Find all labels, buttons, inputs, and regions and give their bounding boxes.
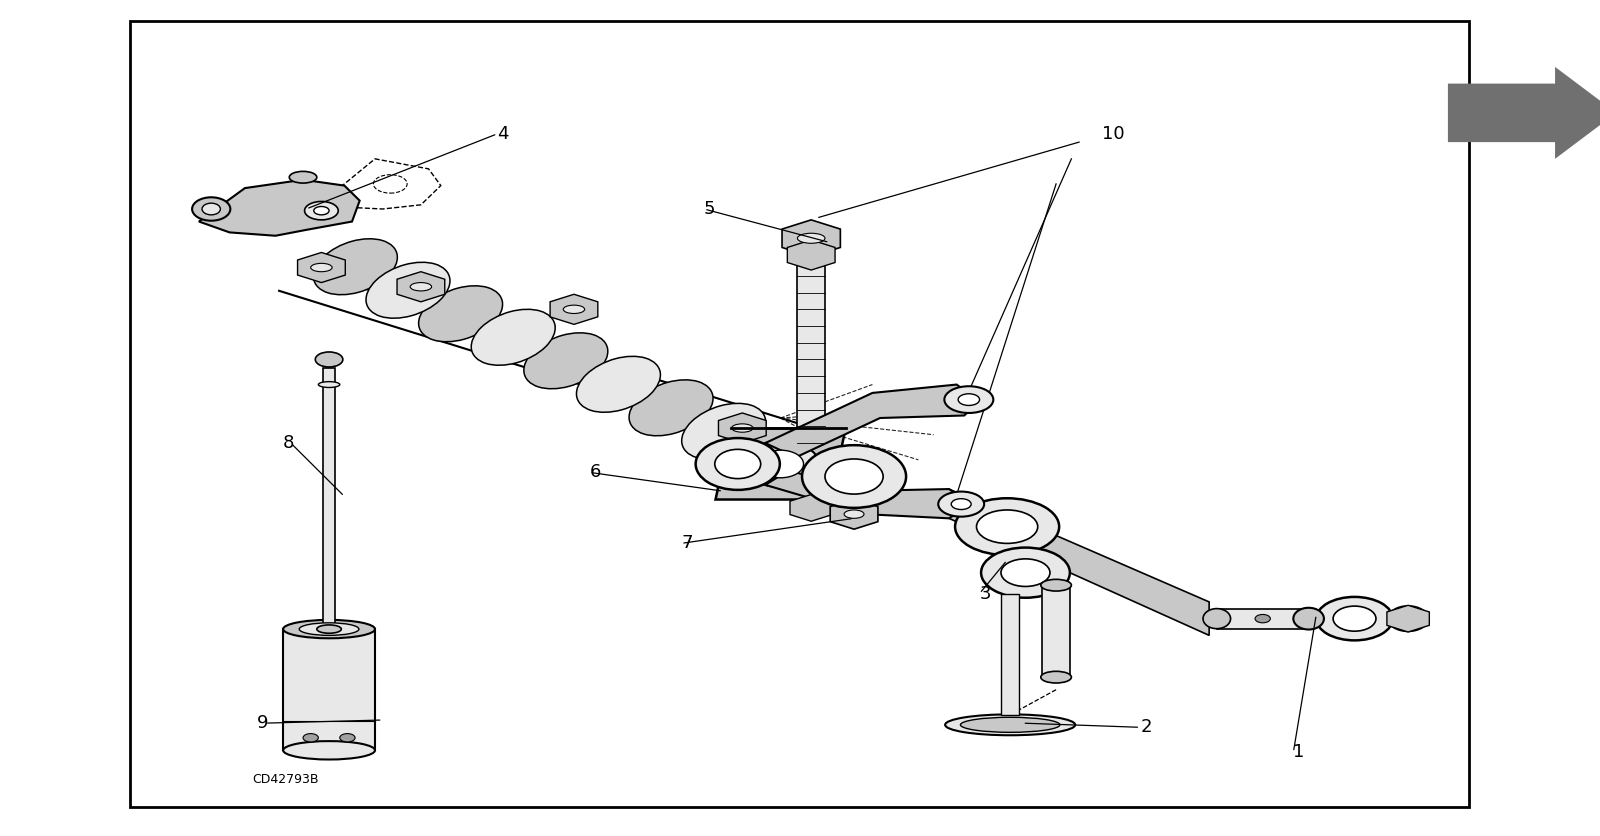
- Ellipse shape: [472, 309, 555, 365]
- Ellipse shape: [958, 394, 979, 405]
- Ellipse shape: [955, 498, 1059, 555]
- Polygon shape: [830, 499, 878, 529]
- Bar: [130, 21, 1469, 807]
- Polygon shape: [298, 252, 346, 283]
- Polygon shape: [782, 220, 840, 257]
- Ellipse shape: [1333, 606, 1376, 631]
- Polygon shape: [949, 489, 1210, 635]
- Ellipse shape: [976, 510, 1038, 543]
- Ellipse shape: [523, 333, 608, 389]
- Ellipse shape: [410, 283, 432, 291]
- Ellipse shape: [299, 623, 358, 635]
- Ellipse shape: [629, 380, 714, 436]
- Ellipse shape: [1040, 671, 1072, 683]
- Text: 7: 7: [682, 534, 693, 553]
- Ellipse shape: [290, 171, 317, 183]
- Ellipse shape: [946, 714, 1075, 736]
- Ellipse shape: [758, 450, 803, 478]
- Text: 10: 10: [1102, 125, 1125, 143]
- Ellipse shape: [1254, 614, 1270, 623]
- Polygon shape: [718, 413, 766, 443]
- Polygon shape: [1002, 594, 1019, 715]
- Ellipse shape: [563, 305, 584, 314]
- Polygon shape: [790, 494, 832, 522]
- Polygon shape: [1387, 605, 1429, 632]
- Ellipse shape: [192, 197, 230, 221]
- Ellipse shape: [845, 510, 864, 518]
- Text: 1: 1: [1293, 743, 1304, 762]
- Polygon shape: [797, 251, 826, 443]
- Ellipse shape: [315, 352, 342, 367]
- Ellipse shape: [1389, 606, 1429, 631]
- Ellipse shape: [826, 459, 883, 494]
- Ellipse shape: [1040, 579, 1072, 591]
- Text: 8: 8: [283, 434, 294, 452]
- Ellipse shape: [797, 233, 826, 243]
- Ellipse shape: [304, 201, 338, 220]
- Polygon shape: [715, 428, 846, 500]
- Ellipse shape: [1317, 597, 1394, 640]
- Ellipse shape: [339, 734, 355, 742]
- Polygon shape: [765, 385, 979, 457]
- Ellipse shape: [715, 450, 760, 478]
- Ellipse shape: [1002, 559, 1050, 587]
- Ellipse shape: [419, 286, 502, 342]
- Polygon shape: [397, 272, 445, 302]
- Ellipse shape: [314, 239, 397, 295]
- Ellipse shape: [802, 445, 906, 508]
- Ellipse shape: [696, 438, 779, 490]
- Ellipse shape: [366, 263, 450, 319]
- Ellipse shape: [944, 386, 994, 413]
- Ellipse shape: [283, 620, 374, 639]
- Ellipse shape: [952, 498, 971, 510]
- Ellipse shape: [1203, 609, 1230, 629]
- Text: 6: 6: [589, 463, 600, 482]
- Ellipse shape: [938, 492, 984, 517]
- Text: 3: 3: [979, 584, 990, 603]
- Ellipse shape: [283, 742, 374, 759]
- Ellipse shape: [981, 548, 1070, 598]
- Text: 4: 4: [498, 125, 509, 143]
- Ellipse shape: [682, 403, 766, 459]
- Polygon shape: [765, 471, 971, 518]
- Text: CD42793B: CD42793B: [253, 772, 318, 786]
- Polygon shape: [1216, 609, 1309, 629]
- Ellipse shape: [731, 424, 754, 432]
- Polygon shape: [1042, 585, 1070, 677]
- Text: 9: 9: [258, 714, 269, 732]
- Ellipse shape: [742, 441, 819, 487]
- Ellipse shape: [576, 356, 661, 412]
- Polygon shape: [1448, 67, 1600, 159]
- Ellipse shape: [302, 734, 318, 742]
- Ellipse shape: [314, 206, 330, 215]
- Text: 2: 2: [1141, 718, 1152, 737]
- Ellipse shape: [318, 381, 339, 387]
- Ellipse shape: [317, 625, 341, 634]
- Polygon shape: [283, 629, 374, 751]
- Ellipse shape: [960, 717, 1059, 732]
- Polygon shape: [323, 368, 334, 625]
- Polygon shape: [550, 294, 598, 324]
- Ellipse shape: [1293, 608, 1323, 630]
- Ellipse shape: [310, 263, 333, 272]
- Ellipse shape: [202, 203, 221, 215]
- Text: 5: 5: [704, 200, 715, 218]
- Polygon shape: [198, 180, 360, 236]
- Polygon shape: [787, 240, 835, 270]
